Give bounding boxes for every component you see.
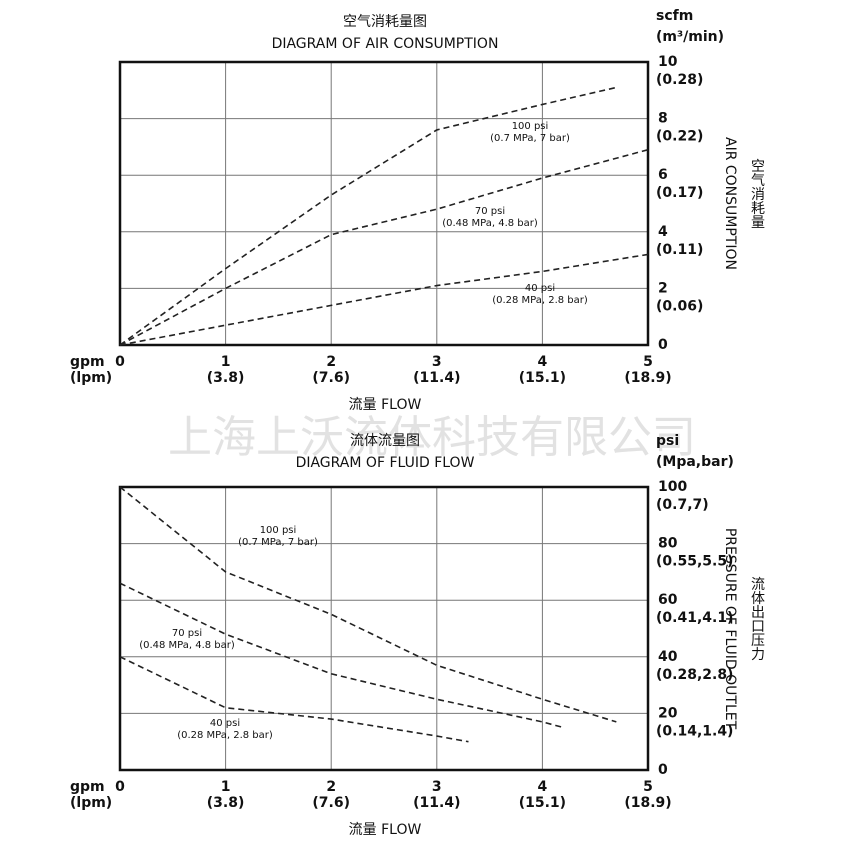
x-unit: (lpm): [70, 370, 112, 386]
y-tick-sublabel: (0.11): [656, 242, 703, 258]
watermark: 上海上沃流体科技有限公司: [168, 412, 696, 463]
y-tick-label: 4: [658, 224, 668, 240]
series-note: (0.7 MPa, 7 bar): [238, 537, 318, 548]
x-tick-label: 5: [643, 354, 653, 370]
y-tick-label: 80: [658, 536, 678, 552]
y-tick-label: 6: [658, 167, 668, 183]
y-tick-label: 20: [658, 705, 678, 721]
data-line: [119, 148, 649, 346]
x-tick-sublabel: (11.4): [413, 370, 460, 386]
y-tick-sublabel: (0.28,2.8): [656, 667, 733, 683]
x-axis-title: 流量 FLOW: [349, 822, 422, 838]
x-tick-sublabel: (3.8): [207, 370, 245, 386]
data-line: [119, 86, 617, 346]
y-tick-label: 0: [658, 337, 668, 353]
x-tick-sublabel: (11.4): [413, 795, 460, 811]
data-line: [119, 582, 564, 729]
series-label: 40 psi: [525, 283, 555, 294]
x-tick-label: 4: [538, 779, 548, 795]
y-axis-title-cn: 流体出口压力: [749, 577, 765, 662]
y-unit: (Mpa,bar): [656, 454, 734, 470]
plot-frame: [118, 60, 650, 347]
series-note: (0.7 MPa, 7 bar): [490, 133, 570, 144]
x-tick-label: 5: [643, 779, 653, 795]
x-tick-label: 1: [221, 354, 231, 370]
x-tick-label: 0: [115, 779, 125, 795]
y-tick-sublabel: (0.22): [656, 129, 703, 145]
x-tick-sublabel: (15.1): [519, 795, 566, 811]
x-tick-sublabel: (3.8): [207, 795, 245, 811]
y-tick-label: 100: [658, 479, 687, 495]
x-tick-label: 1: [221, 779, 231, 795]
series-label: 100 psi: [512, 121, 549, 132]
x-tick-label: 2: [326, 779, 336, 795]
series-note: (0.48 MPa, 4.8 bar): [139, 640, 235, 651]
y-unit: scfm: [656, 8, 693, 24]
data-line: [119, 486, 617, 723]
y-axis-title: PRESSURE OF FLUID OUTLET: [722, 528, 738, 730]
y-tick-sublabel: (0.55,5.5): [656, 554, 733, 570]
x-unit: gpm: [70, 354, 105, 370]
y-tick-sublabel: (0.28): [656, 72, 703, 88]
data-line: [119, 656, 469, 743]
y-tick-sublabel: (0.7,7): [656, 497, 709, 513]
series-note: (0.28 MPa, 2.8 bar): [492, 295, 588, 306]
y-unit: psi: [656, 433, 679, 449]
y-tick-label: 2: [658, 280, 668, 296]
x-tick-sublabel: (7.6): [312, 795, 350, 811]
series-note: (0.28 MPa, 2.8 bar): [177, 730, 273, 741]
y-tick-label: 0: [658, 762, 668, 778]
x-tick-sublabel: (18.9): [624, 795, 671, 811]
y-unit: (m³/min): [656, 29, 724, 45]
y-tick-sublabel: (0.17): [656, 185, 703, 201]
series-label: 40 psi: [210, 718, 240, 729]
x-unit: (lpm): [70, 795, 112, 811]
x-tick-sublabel: (15.1): [519, 370, 566, 386]
y-tick-sublabel: (0.41,4.1): [656, 610, 733, 626]
chart-title: 流体流量图: [350, 433, 420, 449]
x-tick-sublabel: (7.6): [312, 370, 350, 386]
y-tick-sublabel: (0.14,1.4): [656, 723, 733, 739]
series-label: 70 psi: [475, 206, 505, 217]
y-axis-title: AIR CONSUMPTION: [722, 137, 738, 270]
x-tick-label: 3: [432, 354, 442, 370]
series-label: 100 psi: [260, 525, 297, 536]
y-axis-title-cn: 空气消耗量: [749, 159, 765, 229]
chart-title: 空气消耗量图: [343, 14, 427, 30]
x-tick-label: 3: [432, 779, 442, 795]
y-tick-sublabel: (0.06): [656, 298, 703, 314]
y-tick-label: 60: [658, 592, 678, 608]
x-unit: gpm: [70, 779, 105, 795]
series-note: (0.48 MPa, 4.8 bar): [442, 218, 538, 229]
y-tick-label: 8: [658, 111, 668, 127]
x-tick-sublabel: (18.9): [624, 370, 671, 386]
x-tick-label: 4: [538, 354, 548, 370]
x-tick-label: 0: [115, 354, 125, 370]
chart-subtitle: DIAGRAM OF AIR CONSUMPTION: [272, 36, 499, 52]
y-tick-label: 40: [658, 649, 678, 665]
series-label: 70 psi: [172, 628, 202, 639]
x-axis-title: 流量 FLOW: [349, 397, 422, 413]
y-tick-label: 10: [658, 54, 678, 70]
x-tick-label: 2: [326, 354, 336, 370]
chart-subtitle: DIAGRAM OF FLUID FLOW: [296, 455, 475, 471]
plot-frame: [118, 485, 650, 772]
